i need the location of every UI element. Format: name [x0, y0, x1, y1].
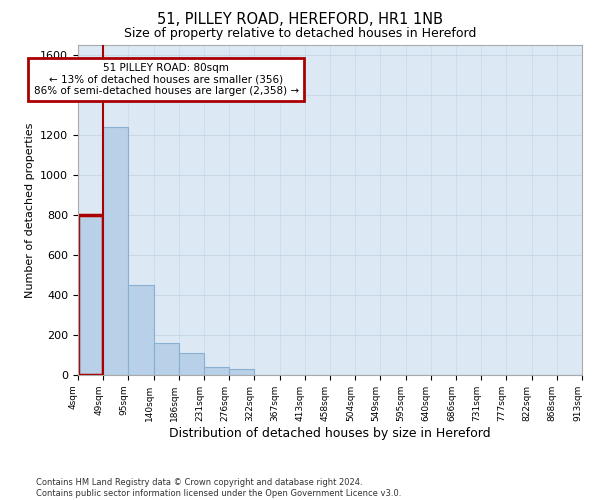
Text: 51, PILLEY ROAD, HEREFORD, HR1 1NB: 51, PILLEY ROAD, HEREFORD, HR1 1NB — [157, 12, 443, 28]
Bar — [179, 353, 204, 375]
Bar — [204, 367, 229, 375]
Text: 51 PILLEY ROAD: 80sqm
← 13% of detached houses are smaller (356)
86% of semi-det: 51 PILLEY ROAD: 80sqm ← 13% of detached … — [34, 63, 299, 96]
Bar — [78, 215, 103, 375]
X-axis label: Distribution of detached houses by size in Hereford: Distribution of detached houses by size … — [169, 426, 491, 440]
Bar — [154, 343, 179, 375]
Bar — [103, 127, 128, 375]
Text: Contains HM Land Registry data © Crown copyright and database right 2024.
Contai: Contains HM Land Registry data © Crown c… — [36, 478, 401, 498]
Bar — [128, 285, 154, 375]
Y-axis label: Number of detached properties: Number of detached properties — [25, 122, 35, 298]
Bar — [229, 369, 254, 375]
Text: Size of property relative to detached houses in Hereford: Size of property relative to detached ho… — [124, 28, 476, 40]
